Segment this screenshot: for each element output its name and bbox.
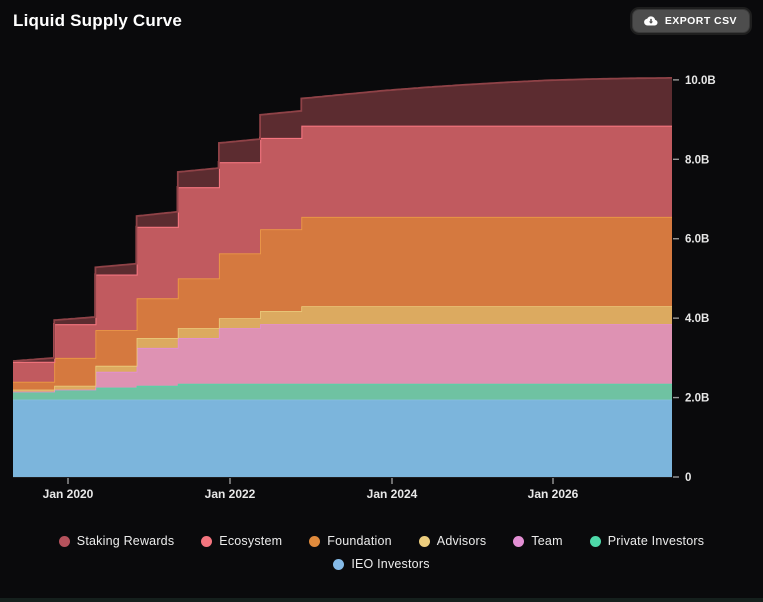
y-axis: 0 2.0B 4.0B 6.0B 8.0B 10.0B	[673, 75, 716, 484]
legend-row-1: Staking Rewards Ecosystem Foundation Adviso…	[58, 534, 705, 548]
legend-dot-ecosystem	[201, 535, 213, 547]
area-ieo-investors[interactable]	[13, 399, 672, 477]
y-tick-label: 10.0B	[685, 75, 716, 87]
legend-label: Staking Rewards	[76, 534, 175, 548]
x-tick-label: Jan 2022	[205, 487, 256, 501]
legend-dot-advisors	[418, 535, 430, 547]
legend-label: Foundation	[327, 534, 392, 548]
area-private-investors[interactable]	[13, 383, 672, 400]
legend-item-advisors[interactable]: Advisors	[418, 534, 487, 548]
y-tick-label: 6.0B	[685, 234, 709, 246]
x-tick-label: Jan 2026	[528, 487, 579, 501]
legend-dot-ieo-investors	[333, 558, 345, 570]
legend-label: Ecosystem	[219, 534, 283, 548]
y-tick-label: 4.0B	[685, 313, 709, 325]
area-foundation[interactable]	[13, 216, 672, 390]
header: Liquid Supply Curve EXPORT CSV	[0, 0, 763, 42]
legend-label: IEO Investors	[351, 557, 430, 571]
legend-item-foundation[interactable]: Foundation	[309, 534, 392, 548]
legend-label: Advisors	[436, 534, 487, 548]
legend-dot-team	[513, 535, 525, 547]
page-title: Liquid Supply Curve	[13, 11, 183, 30]
x-axis: Jan 2020 Jan 2022 Jan 2024 Jan 2026	[13, 477, 672, 501]
series-ieo-investors[interactable]	[13, 399, 672, 477]
legend-item-ecosystem[interactable]: Ecosystem	[201, 534, 282, 548]
legend-item-team[interactable]: Team	[513, 534, 563, 548]
y-tick-label: 0	[685, 472, 691, 484]
legend-label: Team	[531, 534, 563, 548]
x-tick-label: Jan 2020	[43, 487, 94, 501]
chart-legend: Staking Rewards Ecosystem Foundation Adviso…	[0, 534, 763, 571]
y-tick-label: 2.0B	[685, 393, 709, 405]
area-ecosystem[interactable]	[13, 125, 672, 382]
legend-item-staking-rewards[interactable]: Staking Rewards	[58, 534, 175, 548]
legend-label: Private Investors	[607, 534, 705, 548]
series-staking-rewards[interactable]	[12, 77, 672, 362]
area-advisors[interactable]	[13, 306, 672, 392]
export-csv-button[interactable]: EXPORT CSV	[631, 9, 750, 33]
export-csv-label: EXPORT CSV	[664, 15, 737, 27]
cloud-download-icon	[643, 15, 658, 27]
area-team[interactable]	[13, 324, 672, 392]
area-staking-rewards[interactable]	[13, 77, 672, 362]
legend-item-private-investors[interactable]: Private Investors	[589, 534, 705, 548]
area-top-line-staking-rewards	[12, 77, 672, 362]
legend-row-2: IEO Investors	[333, 557, 429, 571]
bottom-edge-divider	[0, 598, 763, 602]
x-tick-label: Jan 2024	[367, 487, 418, 501]
legend-item-ieo-investors[interactable]: IEO Investors	[333, 557, 429, 571]
y-tick-label: 8.0B	[685, 154, 709, 166]
plot-area	[12, 77, 672, 477]
legend-dot-foundation	[309, 535, 321, 547]
legend-dot-private-investors	[589, 535, 601, 547]
legend-dot-staking-rewards	[58, 535, 70, 547]
